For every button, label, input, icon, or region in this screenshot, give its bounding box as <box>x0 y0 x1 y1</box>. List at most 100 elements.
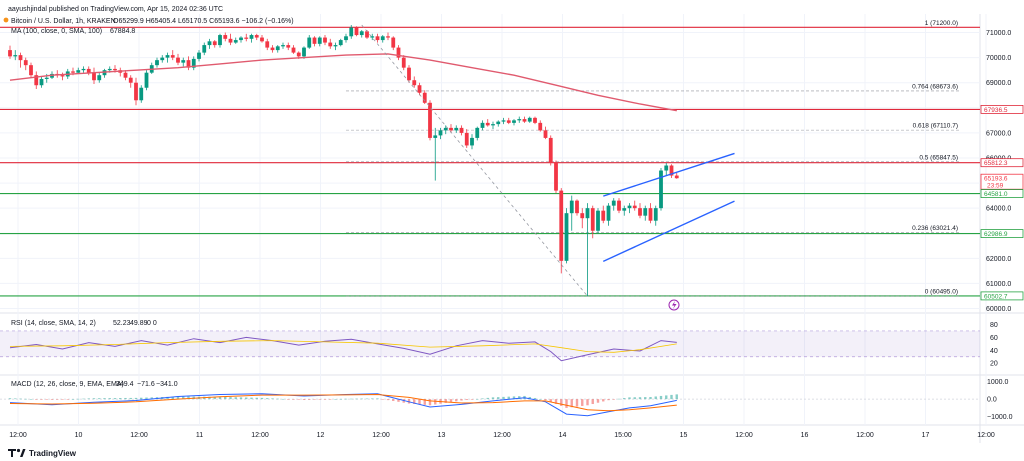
macd-histogram-bar <box>481 398 484 400</box>
macd-histogram-bar <box>313 399 316 400</box>
candle-body <box>139 87 144 101</box>
rsi-legend-value: 52.23 <box>113 320 131 327</box>
candle-body <box>71 71 75 73</box>
rsi-tick-label: 80 <box>990 322 998 329</box>
tradingview-logo-icon <box>8 449 16 457</box>
lightning-icon <box>672 301 677 309</box>
macd-histogram-bar <box>560 399 563 406</box>
macd-histogram-bar <box>281 398 285 400</box>
macd-histogram-bar <box>528 396 531 400</box>
macd-hist-value: 349.4 <box>116 381 134 388</box>
rsi-legend-label: RSI (14, close, SMA, 14, 2) <box>11 320 96 327</box>
macd-histogram-bar <box>434 399 437 405</box>
macd-histogram-bar <box>491 397 495 400</box>
candle-body <box>223 35 228 39</box>
macd-histogram-bar <box>308 399 311 400</box>
publisher-line: aayushjindal published on TradingView.co… <box>8 6 223 13</box>
macd-line-value: −71.6 <box>137 381 155 388</box>
macd-histogram-bar <box>360 398 363 400</box>
macd-histogram-bar <box>224 396 227 400</box>
candle-body <box>527 117 532 122</box>
macd-histogram-bar <box>371 398 374 400</box>
macd-histogram-bar <box>444 399 447 403</box>
macd-histogram-bar <box>276 398 279 400</box>
candle-body <box>338 40 343 46</box>
macd-histogram-bar <box>82 398 85 400</box>
macd-histogram-bar <box>596 399 600 403</box>
main-legend: Bitcoin / U.S. Dollar, 1h, KRAKEN O65299… <box>3 17 294 35</box>
candle-body <box>627 205 632 209</box>
macd-histogram-bar <box>323 399 327 400</box>
candle-body <box>239 37 243 41</box>
macd-histogram-bar <box>208 396 211 400</box>
macd-histogram-bar <box>8 398 12 400</box>
candle-body <box>233 40 238 43</box>
candle-body <box>564 213 569 261</box>
y-tick-label: 64000.0 <box>986 206 1011 213</box>
candle-body <box>249 35 254 39</box>
macd-histogram-bar <box>14 398 17 400</box>
symbol-label: Bitcoin / U.S. Dollar, 1h, KRAKEN <box>11 18 116 25</box>
candle-body <box>449 127 453 131</box>
macd-histogram-bar <box>239 397 243 400</box>
alert-lightning-icon[interactable] <box>668 299 680 311</box>
rsi-tick-label: 40 <box>990 348 998 355</box>
candle-body <box>543 130 548 138</box>
macd-legend: MACD (12, 26, close, 9, EMA, EMA) 349.4 … <box>11 381 178 388</box>
candle-body <box>375 36 380 41</box>
channel-upper-line <box>603 152 735 197</box>
macd-histogram-bar <box>45 399 48 400</box>
candle-body <box>275 46 280 51</box>
candle-body <box>643 208 648 216</box>
rsi-ma-line <box>9 340 677 353</box>
candle-body <box>391 37 396 48</box>
macd-histogram-bar <box>103 398 106 400</box>
candle-body <box>559 190 564 261</box>
candle-body <box>617 200 621 211</box>
candle-body <box>270 47 275 51</box>
macd-histogram-bar <box>507 396 510 400</box>
macd-histogram-bar <box>92 398 96 400</box>
macd-histogram-bar <box>134 397 138 400</box>
macd-histogram-bar <box>334 399 337 400</box>
macd-histogram-bar <box>386 399 390 401</box>
macd-histogram-bar <box>586 399 589 406</box>
macd-histogram-bar <box>659 395 663 400</box>
macd-histogram-bar <box>260 397 264 400</box>
macd-histogram-bar <box>339 398 342 400</box>
x-tick-label: 15:00 <box>614 432 632 439</box>
fib-level-label: 0.764 (68673.6) <box>912 83 958 90</box>
x-tick-label: 11 <box>196 432 203 439</box>
macd-histogram-bar <box>234 397 237 400</box>
candle-body <box>8 50 12 57</box>
macd-histogram-bar <box>87 398 90 400</box>
candle-body <box>244 37 249 39</box>
price-label: 65812.3 <box>984 160 1008 167</box>
macd-histogram-bar <box>465 399 468 400</box>
candle-body <box>590 208 595 231</box>
candle-body <box>380 36 385 41</box>
candle-body <box>569 200 574 214</box>
candle-body <box>302 47 306 57</box>
candle-body <box>632 205 637 209</box>
macd-histogram-bar <box>318 399 321 400</box>
candle-body <box>18 55 23 61</box>
macd-legend-label: MACD (12, 26, close, 9, EMA, EMA) <box>11 381 124 388</box>
candle-body <box>386 36 390 38</box>
candle-body <box>396 47 401 58</box>
candle-body <box>86 68 91 73</box>
macd-tick-label: 1000.0 <box>987 379 1009 386</box>
macd-histogram-bar <box>649 397 652 400</box>
macd-histogram-bar <box>171 396 174 400</box>
fib-trendline <box>361 24 588 297</box>
tradingview-logo-dot <box>16 448 21 453</box>
price-label: 65193.6 <box>984 176 1008 183</box>
macd-histogram-bar <box>71 399 75 400</box>
macd-histogram-bar <box>544 399 547 400</box>
candle-body <box>39 78 44 86</box>
macd-histogram-bar <box>549 399 552 402</box>
macd-histogram-bar <box>145 397 148 400</box>
candle-body <box>44 77 49 79</box>
macd-histogram-bar <box>255 397 258 400</box>
